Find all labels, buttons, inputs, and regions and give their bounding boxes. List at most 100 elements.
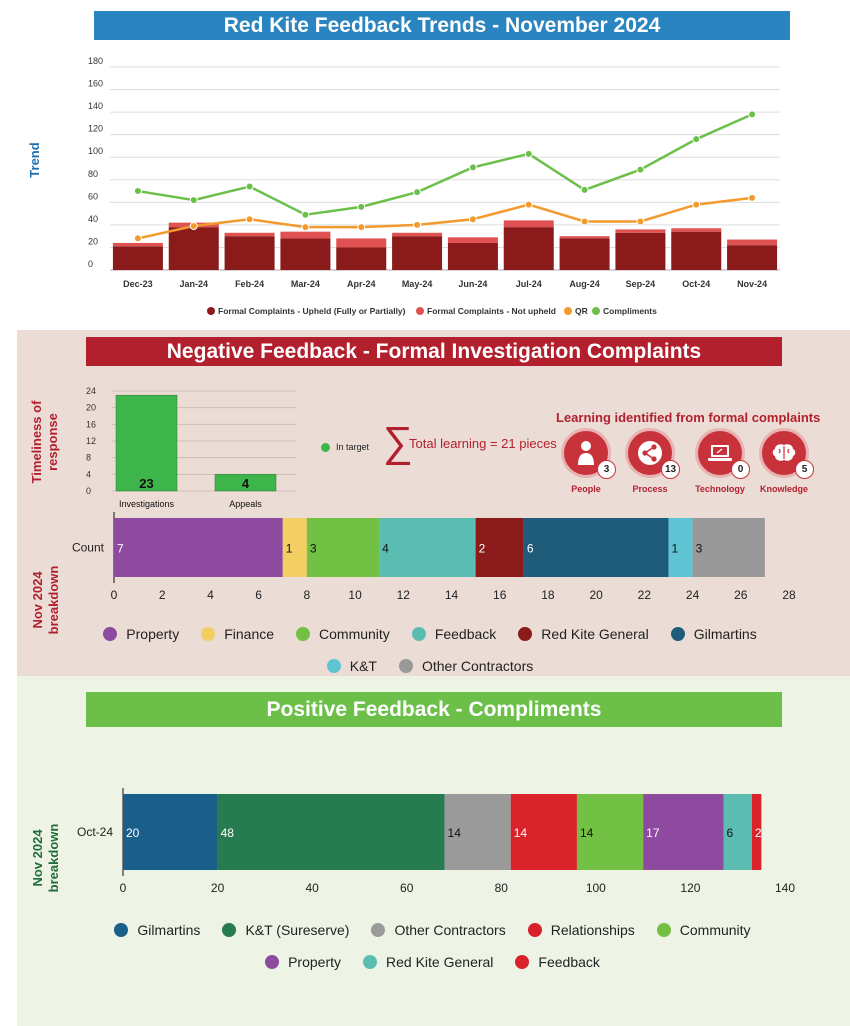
trend-bar-not-upheld [447, 237, 498, 243]
trend-bar-upheld [392, 236, 443, 270]
negative-breakdown-x-tick: 2 [159, 588, 166, 602]
timeliness-y-tick: 8 [86, 453, 91, 463]
negative-breakdown-x-tick: 4 [207, 588, 214, 602]
trend-point-qr [357, 223, 366, 232]
negative-breakdown-x-tick: 24 [686, 588, 700, 602]
trend-bar-upheld [615, 232, 666, 270]
negative-breakdown-legend-dot [201, 627, 216, 641]
trend-y-tick: 20 [88, 236, 98, 246]
negative-breakdown-segment [475, 518, 524, 577]
trend-y-tick: 160 [88, 79, 103, 89]
compliments-breakdown-segment [444, 794, 511, 870]
laptop-icon [708, 445, 732, 461]
negative-feedback-section [17, 330, 850, 676]
trend-bar-not-upheld [336, 238, 387, 248]
compliments-breakdown-segment-label: 20 [126, 826, 140, 840]
in-target-dot [321, 442, 330, 452]
negative-breakdown-segment-label: 1 [286, 542, 293, 556]
negative-breakdown-segment [306, 518, 380, 577]
trend-y-tick: 60 [88, 191, 98, 201]
negative-breakdown-legend-dot [103, 627, 118, 641]
trend-x-tick: Nov-24 [737, 279, 767, 289]
compliments-breakdown-segment-label: 17 [646, 826, 660, 840]
compliments-breakdown-legend-item: Property [265, 946, 341, 978]
compliments-breakdown-x-tick: 0 [120, 881, 127, 895]
trend-x-tick: Mar-24 [291, 279, 320, 289]
timeliness-y-tick: 16 [86, 419, 96, 429]
trend-title-banner: Red Kite Feedback Trends - November 2024 [94, 11, 790, 40]
negative-breakdown-segment-label: 3 [696, 542, 703, 556]
trend-chart: 0 20 40 60 80 100 120 140 160 180 Dec-23 Jan-24 Feb… [88, 56, 780, 316]
negative-breakdown-x-tick: 20 [589, 588, 603, 602]
trend-bar-not-upheld [224, 232, 275, 237]
negative-breakdown-legend-label: Property [126, 626, 180, 642]
trend-x-tick: Sep-24 [626, 279, 656, 289]
learning-people-count: 3 [597, 460, 616, 479]
trend-x-tick: Jan-24 [179, 279, 208, 289]
trend-point-compliments [636, 165, 645, 174]
compliments-breakdown-x-tick: 120 [680, 881, 700, 895]
trend-bar-upheld [112, 246, 163, 270]
trend-point-qr [636, 217, 645, 226]
compliments-breakdown-legend-item: Gilmartins [114, 914, 200, 946]
timeliness-bar [115, 394, 178, 492]
compliments-breakdown-legend-label: K&T (Sureserve) [245, 922, 350, 938]
trend-bar-not-upheld [280, 231, 331, 239]
negative-breakdown-legend-dot [411, 627, 426, 641]
learning-process: 13 Process [617, 428, 683, 494]
learning-process-count: 13 [661, 460, 680, 479]
trend-point-compliments [245, 182, 254, 191]
trend-point-qr [524, 200, 533, 209]
trend-point-qr [413, 220, 422, 229]
compliments-breakdown-segment-label: 14 [580, 826, 594, 840]
trend-point-qr [468, 215, 477, 224]
negative-breakdown-segment [282, 518, 307, 577]
compliments-breakdown-legend-dot [527, 923, 542, 937]
trend-bar-not-upheld [615, 229, 666, 233]
trend-legend-dot [592, 307, 600, 315]
learning-people-label: People [571, 484, 601, 494]
timeliness-x-tick: Appeals [229, 499, 262, 509]
learning-technology-label: Technology [695, 484, 745, 494]
negative-breakdown-x-tick: 8 [304, 588, 311, 602]
negative-breakdown-legend-item: Finance [201, 618, 274, 650]
trend-x-tick: Jun-24 [458, 279, 487, 289]
person-icon [578, 441, 594, 465]
compliments-breakdown-segment-label: 48 [221, 826, 235, 840]
trend-x-tick: Jul-24 [516, 279, 542, 289]
compliments-breakdown-legend-label: Feedback [538, 954, 600, 970]
timeliness-y-tick: 24 [86, 386, 96, 396]
compliments-breakdown-legend-item: K&T (Sureserve) [222, 914, 349, 946]
compliments-breakdown-legend-label: Red Kite General [386, 954, 494, 970]
trend-bar-not-upheld [671, 228, 722, 232]
trend-y-tick: 100 [88, 146, 103, 156]
compliments-breakdown-legend-item: Red Kite General [363, 946, 493, 978]
trend-line-compliments [137, 113, 753, 217]
trend-legend-label: Compliments [603, 306, 657, 316]
negative-breakdown-legend-dot [670, 627, 685, 641]
compliments-breakdown-legend-label: Community [679, 922, 751, 938]
compliments-breakdown-x-tick: 20 [211, 881, 225, 895]
learning-people-circle: 3 [561, 428, 616, 479]
trend-y-tick: 40 [88, 214, 98, 224]
learning-knowledge-label: Knowledge [759, 484, 808, 494]
timeliness-y-tick: 12 [86, 436, 96, 446]
compliments-breakdown-segment [751, 794, 762, 870]
trend-legend-label: Formal Complaints - Not upheld [427, 306, 556, 316]
compliments-breakdown-legend-dot [656, 923, 671, 937]
trend-point-compliments [357, 202, 366, 211]
negative-breakdown-legend-dot [296, 627, 311, 641]
compliments-breakdown-legend-label: Property [288, 954, 342, 970]
trend-point-compliments [748, 110, 757, 119]
negative-breakdown-x-tick: 12 [397, 588, 411, 602]
trend-bar-upheld [559, 238, 610, 270]
negative-breakdown-x-tick: 22 [638, 588, 652, 602]
negative-breakdown-legend-item: Red Kite General [518, 618, 649, 650]
trend-bar-upheld [168, 227, 219, 270]
compliments-breakdown-legend-label: Relationships [550, 922, 635, 938]
compliments-breakdown-segment-label: 6 [727, 826, 734, 840]
negative-breakdown-segment [523, 518, 669, 577]
learning-process-label: Process [632, 484, 668, 494]
share-icon [638, 441, 662, 465]
trend-bar-upheld [727, 245, 778, 270]
